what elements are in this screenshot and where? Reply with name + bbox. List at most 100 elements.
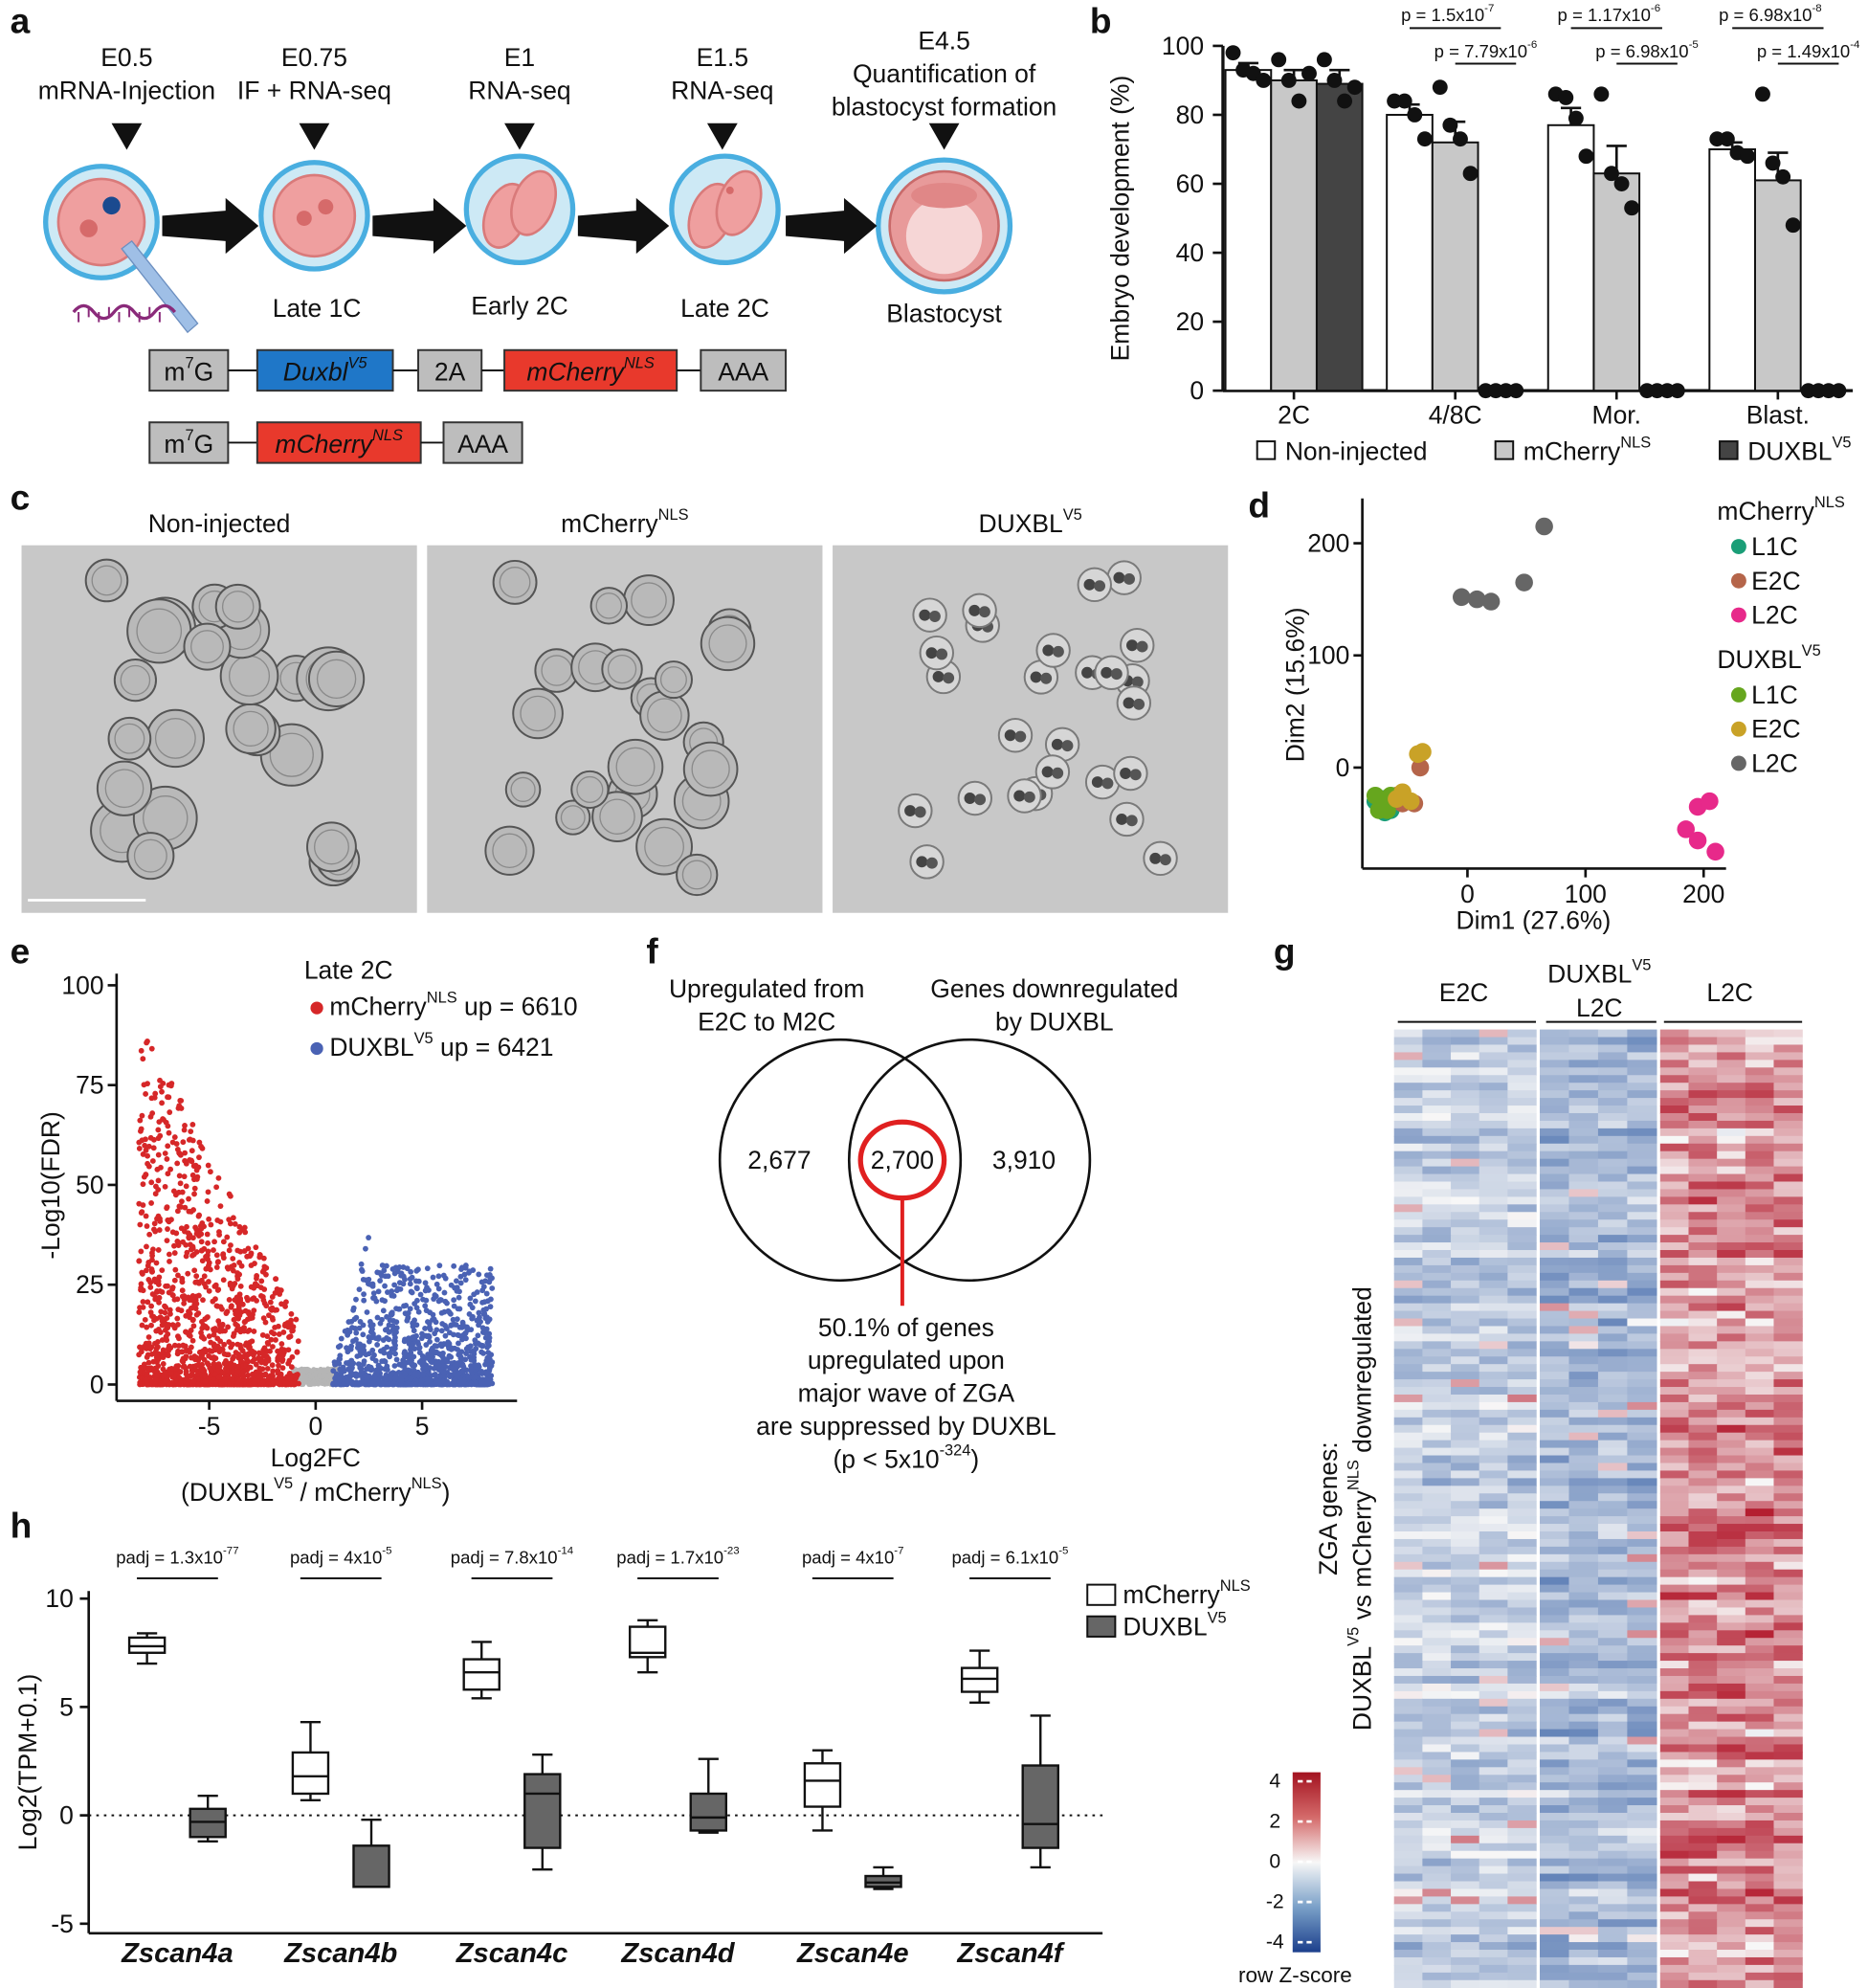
heatmap-cell <box>1659 1098 1690 1106</box>
heatmap-cell <box>1507 1782 1537 1791</box>
heatmap-cell <box>1540 1798 1570 1806</box>
heatmap-cell <box>1627 1356 1657 1365</box>
point-cloud <box>400 1357 407 1364</box>
point-cloud <box>248 1251 255 1258</box>
point-cloud <box>230 1283 236 1289</box>
heatmap-cell <box>1717 1037 1746 1046</box>
point-cloud <box>242 1342 249 1349</box>
point-cloud <box>145 1359 152 1366</box>
point-cloud <box>140 1151 146 1157</box>
point-cloud <box>155 1363 162 1370</box>
legend-label: Non-injected <box>1285 437 1428 466</box>
heatmap-cell <box>1507 1865 1537 1875</box>
heatmap-cell <box>1597 1295 1629 1305</box>
heatmap-cell <box>1451 1440 1480 1449</box>
heatmap-cell <box>1773 1812 1803 1821</box>
heatmap-cell <box>1422 1820 1452 1829</box>
data-point <box>1369 801 1389 819</box>
heatmap-cell <box>1422 1759 1452 1768</box>
heatmap-cell <box>1688 1432 1718 1441</box>
heatmap-cell <box>1507 1843 1537 1852</box>
heatmap-cell <box>1393 1516 1424 1525</box>
heatmap-cell <box>1597 1440 1629 1449</box>
text-run: mCherry <box>1523 437 1621 466</box>
heatmap-cell <box>1422 1843 1452 1852</box>
heatmap-cell <box>1745 1638 1775 1646</box>
heatmap-cell <box>1479 1235 1509 1243</box>
text-run: AAA <box>718 357 768 386</box>
embryo-inner <box>233 710 269 747</box>
point-cloud <box>230 1215 236 1221</box>
heatmap-cell <box>1717 1653 1746 1662</box>
heatmap-cell <box>1451 1112 1480 1122</box>
heatmap-cell <box>1659 1767 1690 1776</box>
heatmap-cell <box>1627 1181 1657 1191</box>
heatmap-cell <box>1507 1584 1537 1594</box>
heatmap-cell <box>1393 1698 1424 1708</box>
heatmap-cell <box>1627 1196 1657 1205</box>
heatmap-cell <box>1717 1401 1746 1411</box>
heatmap-cell <box>1393 1706 1424 1715</box>
legend-label: E2C <box>1751 567 1801 595</box>
heatmap-cell <box>1688 1668 1718 1677</box>
heatmap-cell <box>1745 1242 1775 1251</box>
heatmap-cell <box>1773 1106 1803 1114</box>
text-run: mCherry <box>276 430 374 458</box>
superscript: NLS <box>411 1475 442 1492</box>
point-cloud <box>382 1283 388 1289</box>
heatmap-cell <box>1688 1759 1718 1768</box>
point-cloud <box>149 1158 156 1164</box>
heatmap-cell <box>1507 1135 1537 1145</box>
heatmap-cell <box>1507 1805 1537 1814</box>
heatmap-cell <box>1540 1881 1570 1890</box>
point-cloud <box>454 1287 460 1294</box>
heatmap-cell <box>1479 1645 1509 1654</box>
heatmap-cell <box>1773 1029 1803 1039</box>
heatmap-cell <box>1597 1235 1629 1243</box>
blastomere <box>1014 730 1027 743</box>
point-cloud <box>198 1231 205 1238</box>
point-cloud <box>473 1340 478 1347</box>
heatmap-cell <box>1568 1516 1599 1525</box>
point-cloud <box>424 1376 431 1382</box>
superscript: V5 <box>1802 642 1821 659</box>
point-cloud <box>286 1334 292 1340</box>
heatmap-cell <box>1451 1798 1480 1806</box>
point-cloud <box>433 1350 439 1356</box>
heatmap-cell <box>1422 1424 1452 1434</box>
heatmap-cell <box>1597 1485 1629 1494</box>
text-run: AAA <box>457 430 508 458</box>
heatmap-cell <box>1773 1584 1803 1594</box>
heatmap-cell <box>1627 1401 1657 1411</box>
heatmap-cell <box>1451 1227 1480 1236</box>
heatmap-cell <box>1597 1401 1629 1411</box>
heatmap-cell <box>1393 1615 1424 1624</box>
heatmap-cell <box>1507 1530 1537 1540</box>
heatmap-cell <box>1422 1615 1452 1624</box>
heatmap-cell <box>1393 1037 1424 1046</box>
heatmap-cell <box>1479 1683 1509 1692</box>
heatmap-cell <box>1451 1478 1480 1486</box>
heatmap-cell <box>1479 1508 1509 1517</box>
heatmap-cell <box>1451 1516 1480 1525</box>
point-cloud <box>198 1239 205 1245</box>
point-cloud <box>241 1319 248 1326</box>
point-cloud <box>252 1283 258 1289</box>
point-cloud <box>145 1143 152 1150</box>
point-cloud <box>152 1340 158 1347</box>
y-tick-label: 80 <box>1176 101 1204 129</box>
heatmap-cell <box>1627 1835 1657 1844</box>
heatmap-cell <box>1688 1638 1718 1646</box>
construct-label: mCherryNLS <box>526 354 654 386</box>
point-cloud <box>218 1381 225 1388</box>
heatmap-cell <box>1422 1372 1452 1380</box>
heatmap-cell <box>1479 1075 1509 1083</box>
heatmap-cell <box>1479 1798 1509 1806</box>
heatmap-cell <box>1393 1827 1424 1837</box>
heatmap-cell <box>1422 1478 1452 1486</box>
heatmap-cell <box>1773 1212 1803 1220</box>
point-cloud <box>302 1379 308 1385</box>
point-cloud <box>257 1293 264 1299</box>
point-cloud <box>232 1220 238 1227</box>
heatmap-cell <box>1773 1257 1803 1266</box>
